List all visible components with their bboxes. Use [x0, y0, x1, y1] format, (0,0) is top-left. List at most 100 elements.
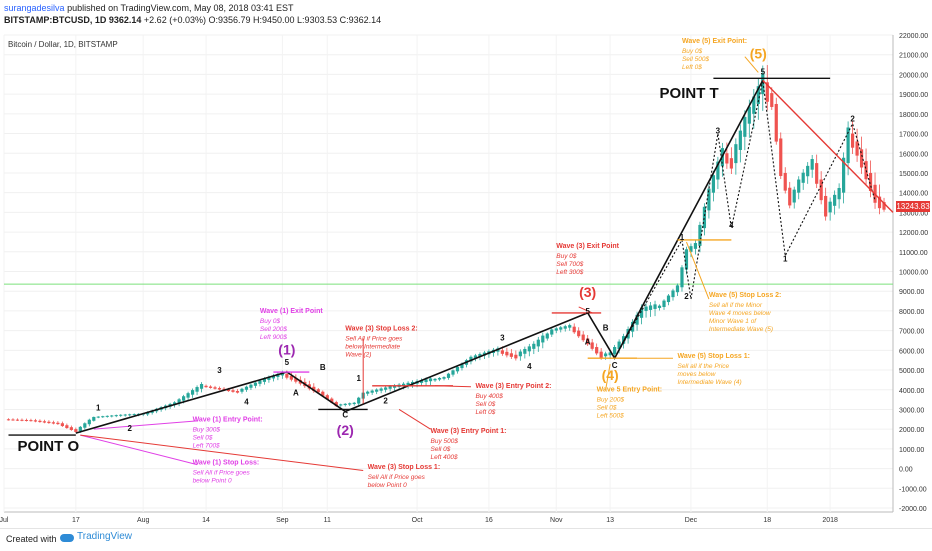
price-chart[interactable]: -2000.00 -1000.00 0.00 1000.00 2000.00 3000.0…: [0, 28, 932, 528]
candle-body: [581, 334, 585, 341]
annotation-pointer: [398, 409, 431, 430]
candle-body: [24, 419, 29, 421]
candle-body: [33, 420, 38, 422]
candle-body: [442, 377, 446, 379]
candle-body: [446, 373, 451, 378]
candle-body: [684, 249, 689, 270]
candle-body: [532, 343, 536, 349]
tradingview-brand[interactable]: TradingView: [60, 531, 132, 542]
candle-body: [92, 416, 96, 421]
candle-body: [451, 370, 455, 375]
annotation-line: Left 300$: [556, 269, 583, 276]
wave-label: 2: [383, 397, 388, 406]
wave-label: 1: [96, 403, 101, 412]
candle-body: [788, 187, 792, 206]
candle-body: [590, 342, 594, 349]
annotation-line: Left 0$: [682, 64, 702, 71]
candle-body: [406, 382, 410, 386]
annotation-pointer: [605, 364, 611, 390]
candle-body: [348, 403, 352, 405]
y-tick-label: 5000.00: [899, 368, 924, 375]
price-change: +2.62 (+0.03%): [143, 15, 206, 25]
major-wave-label: (2): [337, 422, 354, 438]
annotation-line: Buy 400$: [475, 393, 503, 400]
candle-body: [644, 306, 648, 311]
y-tick-label: 0.00: [899, 467, 913, 474]
candle-body: [725, 153, 729, 164]
candle-body: [505, 351, 509, 356]
annotation-line: Sell 0$: [431, 446, 451, 453]
candle-body: [536, 339, 540, 347]
candle-body: [47, 421, 51, 424]
candle-body: [850, 133, 855, 148]
x-tick-label: 16: [485, 517, 493, 524]
annotation-pointer: [744, 56, 759, 73]
candle-body: [559, 327, 563, 330]
annotation-line: Left 500$: [597, 413, 624, 420]
major-wave-label: (5): [750, 46, 767, 62]
annotation-title: Wave (3) Entry Point 1:: [431, 428, 507, 435]
candle-body: [402, 383, 406, 387]
candle-body: [114, 415, 118, 417]
annotation-title: Wave (5) Exit Point:: [682, 38, 747, 45]
candle-body: [752, 96, 756, 114]
y-tick-label: 3000.00: [899, 407, 924, 414]
x-tick-label: Dec: [685, 517, 698, 524]
candle-body: [146, 412, 150, 415]
candle-body: [842, 157, 846, 193]
candle-body: [779, 138, 783, 176]
annotation-line: Sell 0$: [193, 434, 213, 441]
candle-body: [316, 389, 320, 393]
annotation-line: below Intermediate: [345, 344, 400, 351]
candle-body: [711, 175, 716, 193]
x-tick-label: 17: [72, 517, 80, 524]
candle-body: [119, 414, 123, 416]
chart-title: Bitcoin / Dollar, 1D, BITSTAMP: [8, 40, 118, 49]
candle-body: [716, 161, 720, 180]
annotation-line: Buy 300$: [193, 426, 221, 433]
wave-label: C: [342, 410, 348, 419]
candle-body: [42, 421, 47, 423]
candle-body: [78, 426, 82, 432]
annotation-title: Wave (1) Stop Loss:: [193, 460, 260, 467]
annotation-line: Sell 200$: [260, 326, 287, 333]
candle-body: [253, 382, 258, 386]
annotation-line: Intermediate Wave (5): [709, 326, 773, 333]
y-tick-label: 4000.00: [899, 388, 924, 395]
y-tick-label: 11000.00: [899, 250, 928, 257]
annotation-title: Wave (5) Stop Loss 2:: [709, 292, 781, 299]
candle-body: [213, 387, 217, 389]
candle-body: [285, 373, 289, 378]
candle-body: [379, 388, 383, 391]
candle-body: [666, 295, 671, 303]
author-link[interactable]: surangadesilva: [4, 3, 65, 13]
candle-body: [550, 329, 554, 335]
candle-body: [617, 341, 621, 350]
x-tick-label: 14: [202, 517, 210, 524]
x-tick-label: 13: [606, 517, 614, 524]
candle-body: [877, 196, 882, 209]
candle-body: [384, 387, 388, 390]
annotation-line: Minor Wave 1 of: [709, 318, 757, 325]
candle-body: [868, 172, 873, 192]
candle-body: [186, 393, 190, 398]
candle-body: [792, 189, 796, 203]
candle-body: [469, 356, 473, 362]
y-tick-label: 15000.00: [899, 171, 928, 178]
annotation-pointer: [578, 306, 593, 314]
candle-body: [864, 161, 868, 180]
y-tick-label: 1000.00: [899, 447, 924, 454]
candle-body: [568, 325, 572, 328]
annotation-title: Wave 5 Entry Point:: [597, 387, 662, 394]
candle-body: [455, 366, 460, 372]
annotation-title: Wave (5) Stop Loss 1:: [677, 353, 749, 360]
candle-body: [738, 130, 742, 150]
candle-body: [38, 420, 42, 423]
candle-body: [424, 379, 428, 383]
candle-body: [545, 333, 549, 339]
last-price-tag: 13243.83: [896, 201, 930, 212]
candle-body: [357, 397, 361, 404]
candle-body: [388, 386, 392, 389]
wave-label: 1: [680, 233, 685, 242]
candle-body: [262, 378, 267, 382]
